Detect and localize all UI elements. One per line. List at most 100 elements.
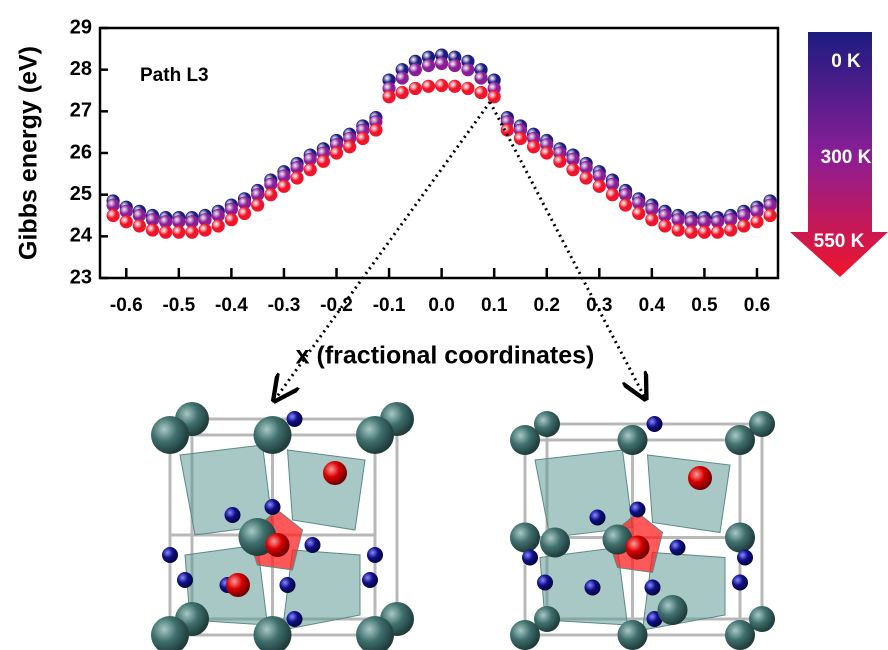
atom [585, 580, 601, 596]
y-tick-label: 24 [70, 225, 93, 247]
data-point [291, 172, 304, 185]
polyhedron [535, 450, 633, 538]
data-point [698, 226, 711, 239]
x-tick-label: 0.6 [744, 295, 770, 316]
atom [725, 523, 755, 553]
data-point [646, 213, 659, 226]
y-axis-title: Gibbs energy (eV) [15, 46, 43, 260]
data-point [462, 63, 475, 76]
crystal-structure [151, 402, 414, 650]
data-point [396, 86, 409, 99]
atom [618, 620, 648, 650]
data-point [396, 72, 409, 85]
x-tick-label: -0.2 [320, 295, 353, 316]
atom [645, 580, 661, 596]
data-point [356, 132, 369, 145]
atom [225, 507, 241, 523]
data-point [383, 90, 396, 103]
y-tick-label: 29 [70, 16, 92, 38]
atom [510, 620, 540, 650]
data-point [225, 213, 238, 226]
data-point [422, 59, 435, 72]
atom [732, 575, 748, 591]
x-tick-label: -0.4 [215, 295, 248, 316]
data-point [159, 226, 172, 239]
atom [162, 547, 178, 563]
data-point [475, 86, 488, 99]
data-point [580, 172, 593, 185]
data-point [133, 220, 146, 233]
data-point [370, 124, 383, 137]
atom [510, 425, 540, 455]
atom [280, 577, 296, 593]
atom [287, 411, 303, 427]
polyhedron [288, 450, 366, 530]
atom [658, 595, 688, 625]
atom [356, 416, 394, 454]
x-tick-label: 0.0 [428, 295, 454, 316]
atom [630, 502, 646, 518]
atom [737, 550, 753, 566]
data-point [448, 59, 461, 72]
data-point [199, 224, 212, 237]
data-point [751, 215, 764, 228]
atom [226, 573, 250, 597]
annotation: Path L3 [140, 65, 209, 86]
data-point [659, 220, 672, 233]
x-axis-title: x (fractional coordinates) [296, 342, 595, 370]
data-point [435, 79, 448, 92]
y-tick-label: 27 [70, 100, 92, 122]
data-point [251, 199, 264, 212]
atom [647, 416, 663, 432]
atom [725, 425, 755, 455]
y-tick-label: 26 [70, 141, 92, 163]
data-point [711, 226, 724, 239]
atom [537, 575, 553, 591]
data-point [632, 207, 645, 220]
atom [670, 540, 686, 556]
crystal-structure [510, 411, 775, 650]
atom [323, 461, 347, 485]
legend-label: 0 K [831, 51, 861, 72]
data-point [672, 224, 685, 237]
data-point [475, 72, 488, 85]
atom [151, 416, 189, 454]
atom [626, 536, 650, 560]
data-point [685, 226, 698, 239]
data-point [554, 155, 567, 168]
data-point [738, 220, 751, 233]
data-point [567, 163, 580, 176]
data-point [606, 188, 619, 201]
x-tick-label: 0.3 [586, 295, 612, 316]
data-point [462, 82, 475, 95]
data-point [724, 224, 737, 237]
figure: 23242526272829-0.6-0.5-0.4-0.3-0.2-0.10.… [0, 0, 888, 650]
y-tick-label: 25 [70, 183, 92, 205]
atom [287, 611, 303, 627]
atom [522, 550, 538, 566]
atom [362, 572, 378, 588]
atom [540, 528, 570, 558]
data-point [448, 80, 461, 93]
x-tick-label: -0.6 [110, 295, 143, 316]
atom [725, 620, 755, 650]
x-tick-label: -0.1 [373, 295, 406, 316]
data-point [514, 132, 527, 145]
data-point [330, 147, 343, 160]
data-point [146, 224, 159, 237]
data-point [764, 209, 777, 222]
data-point [265, 188, 278, 201]
data-point [278, 180, 291, 193]
data-point [317, 155, 330, 168]
data-point [593, 180, 606, 193]
atom [367, 547, 383, 563]
polyhedron [648, 455, 731, 533]
legend-label: 550 K [814, 231, 865, 252]
data-point [422, 80, 435, 93]
atom [266, 533, 290, 557]
data-point [238, 207, 251, 220]
data-point [409, 63, 422, 76]
data-point [409, 82, 422, 95]
data-point [304, 163, 317, 176]
